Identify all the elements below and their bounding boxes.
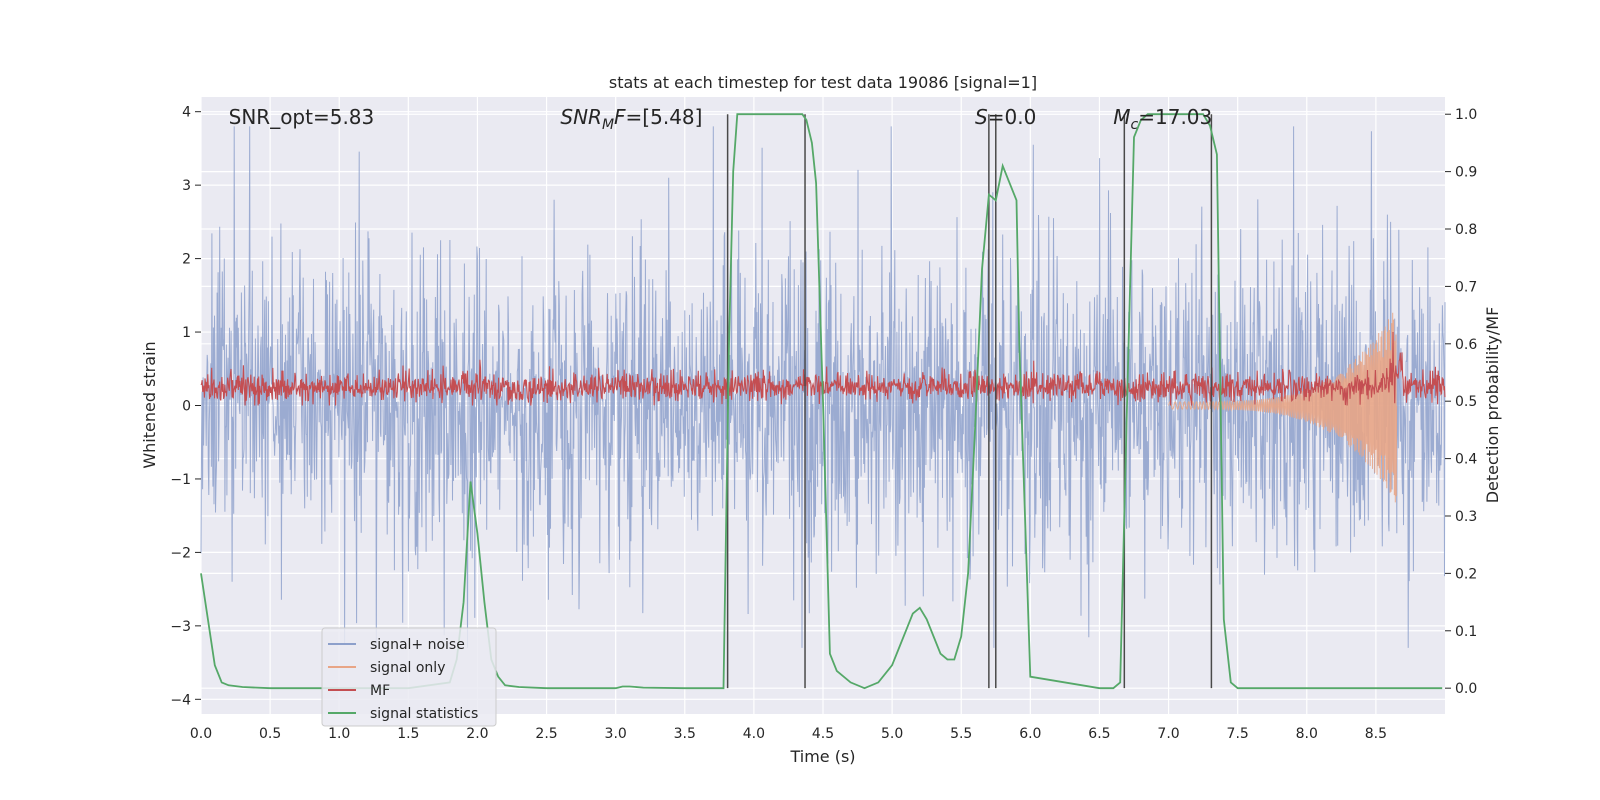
chart-title: stats at each timestep for test data 190… [609,73,1037,92]
y-tick-label-left: 2 [182,252,191,268]
y-tick-label-right: 0.1 [1455,624,1477,640]
y-tick-label-right: 1.0 [1455,107,1477,123]
x-tick-label: 7.5 [1227,726,1249,742]
legend-label: signal+ noise [370,637,465,653]
annotation-2: S=0.0 [975,105,1036,129]
tick-labels: 0.0 0.5 1.0 1.5 2.0 2.5 3.0 3.5 4.0 4.5 5.0 5.5 6.0 6… [170,105,1477,742]
x-tick-label: 8.0 [1296,726,1318,742]
y-tick-label-left: −4 [170,692,191,708]
y-tick-label-right: 0.7 [1455,279,1477,295]
y-tick-label-right: 0.9 [1455,165,1477,181]
signal-plus-noise-line [200,126,1446,648]
x-tick-label: 2.0 [466,726,488,742]
x-tick-label: 0.5 [259,726,281,742]
y-tick-label-left: 3 [182,178,191,194]
y-axis-label-left: Whitened strain [140,341,159,468]
x-tick-label: 4.5 [812,726,834,742]
y-tick-label-right: 0.4 [1455,452,1477,468]
x-axis-label: Time (s) [789,747,855,766]
y-tick-label-left: −2 [170,545,191,561]
legend: signal+ noise signal only MF signal statist… [321,627,497,727]
y-tick-label-right: 0.3 [1455,509,1477,525]
legend-box [321,627,497,727]
annotation-3: Mc=17.03 [1113,105,1212,133]
y-tick-label-right: 0.8 [1455,222,1477,238]
signal-plus-noise-series [200,126,1446,648]
y-tick-label-left: 4 [182,105,191,121]
x-tick-label: 0.0 [190,726,212,742]
annotations: SNR_opt=5.83 SNRMF=[5.48] S=0.0 Mc=17.03 [229,105,1213,133]
annotation-0: SNR_opt=5.83 [229,105,375,129]
x-tick-label: 2.5 [535,726,557,742]
legend-label: signal statistics [370,706,478,722]
y-tick-label-left: −3 [170,619,191,635]
y-tick-label-left: 0 [182,399,191,415]
x-tick-label: 8.5 [1365,726,1387,742]
legend-label: MF [370,683,390,699]
x-tick-label: 3.0 [605,726,627,742]
annotation-1: SNRMF=[5.48] [560,105,702,133]
x-tick-label: 5.5 [950,726,972,742]
x-tick-label: 6.5 [1088,726,1110,742]
y-tick-label-right: 0.2 [1455,566,1477,582]
y-tick-label-left: −1 [170,472,191,488]
x-tick-label: 6.0 [1019,726,1041,742]
x-tick-label: 1.0 [328,726,350,742]
signal-statistics-line [200,113,1443,690]
signal-statistics-series [200,113,1443,690]
y-tick-label-right: 0.6 [1455,337,1477,353]
x-tick-label: 5.0 [881,726,903,742]
x-tick-label: 7.0 [1157,726,1179,742]
y-tick-label-left: 1 [182,325,191,341]
y-tick-label-right: 0.5 [1455,394,1477,410]
x-tick-label: 1.5 [397,726,419,742]
x-tick-label: 4.0 [743,726,765,742]
x-tick-label: 3.5 [674,726,696,742]
y-tick-label-right: 0.0 [1455,681,1477,697]
y-axis-label-right: Detection probability/MF [1483,307,1502,504]
legend-label: signal only [370,660,445,676]
